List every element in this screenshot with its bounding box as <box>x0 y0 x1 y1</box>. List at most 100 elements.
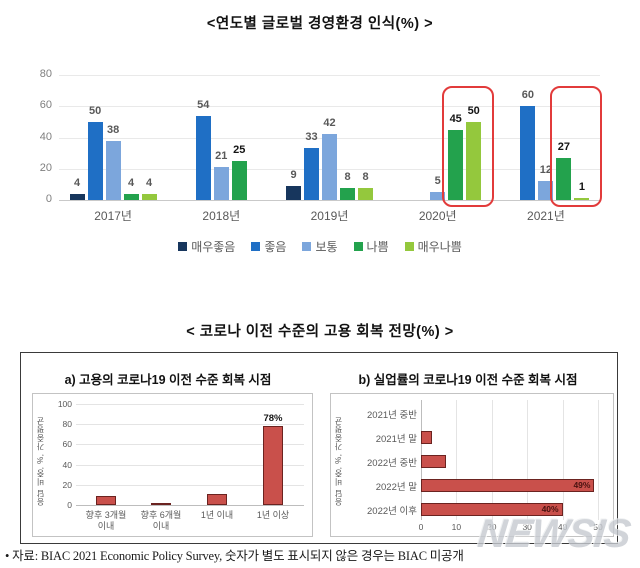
source-note: • 자료: BIAC 2021 Economic Policy Survey, … <box>5 549 464 563</box>
bar <box>421 478 595 492</box>
x-axis-tick-label: 20 <box>487 522 497 532</box>
gridline <box>76 484 304 486</box>
gridline <box>527 400 529 520</box>
y-axis-tick-label: 100 <box>57 399 72 409</box>
bar-value-label: 25 <box>233 143 246 156</box>
bar-value-label: 12 <box>539 164 553 177</box>
bar <box>421 454 446 468</box>
x-axis-category-label: 2019년 <box>310 209 349 223</box>
bar-매우나쁨 <box>358 187 373 200</box>
bar-매우좋음 <box>286 185 301 200</box>
bar-value-label: 4 <box>74 176 81 189</box>
x-axis-category-label: 2020년 <box>418 209 457 223</box>
bar-나쁨 <box>448 129 464 200</box>
bar-value-label: 54 <box>197 98 210 111</box>
bar-매우나쁨 <box>466 121 482 200</box>
bar-value-label: 50 <box>467 104 480 117</box>
y-axis-tick-label: 60 <box>62 439 72 450</box>
bar <box>207 493 227 505</box>
legend-label: 나쁨 <box>366 240 389 254</box>
bar <box>96 495 116 505</box>
y-axis-category-label: 2022년 중반 <box>367 458 417 469</box>
bar-value-label: 1 <box>578 181 585 194</box>
y-axis-tick-label: 0 <box>45 193 52 205</box>
y-axis-tick-label: 0 <box>67 500 72 510</box>
bar-value-label: 8 <box>344 170 351 183</box>
legend-marker <box>404 242 414 251</box>
x-axis-tick-label: 40 <box>557 522 568 532</box>
bar-value-label: 78% <box>263 413 283 425</box>
x-axis-category-label: 2017년 <box>94 209 132 223</box>
highlight-box <box>441 86 494 207</box>
legend-marker <box>251 242 261 251</box>
bar <box>151 502 171 505</box>
legend-item-좋음: 좋음 <box>251 238 286 255</box>
x-axis-category-label: 향후 6개월 이내 <box>140 510 182 531</box>
y-axis-tick-label: 20 <box>39 161 52 174</box>
gridline <box>59 106 600 108</box>
unemployment-recovery-chart: 응답 비중, %, 가중평균 0 10 20 30 40 50 2021년 중반 2021년 말… <box>330 393 614 537</box>
gridline <box>598 400 599 520</box>
bar-value-label: 27 <box>557 140 571 153</box>
legend-label: 보통 <box>315 240 338 254</box>
y-axis-category-label: 2021년 말 <box>375 434 417 445</box>
gridline <box>76 424 304 426</box>
bar-value-label: 5 <box>434 175 441 188</box>
legend-label: 좋음 <box>264 240 287 254</box>
x-axis-category-label: 2021년 <box>527 209 565 223</box>
x-axis-category-label: 향후 3개월 이내 <box>85 510 127 531</box>
bar-나쁨 <box>231 160 247 200</box>
bar-좋음 <box>520 106 536 200</box>
bar-좋음 <box>87 121 103 200</box>
gridline <box>562 400 564 520</box>
gridline <box>76 444 304 446</box>
y-axis-tick-label: 40 <box>39 130 52 143</box>
bar-보통 <box>538 181 554 200</box>
bar-value-label: 33 <box>305 131 318 144</box>
legend-item-매우나쁨: 매우나쁨 <box>404 238 462 255</box>
bar-좋음 <box>195 115 211 200</box>
bar-value-label: 50 <box>88 104 102 117</box>
employment-recovery-chart: 응답 비중, %, 가중평균 0 20 40 60 80 100 향후 3개월 이내 향후 6개… <box>32 393 313 537</box>
bar-나쁨 <box>556 157 572 200</box>
bar-value-label: 4 <box>146 176 153 189</box>
bar-value-label: 60 <box>521 89 535 102</box>
legend-marker <box>302 242 312 251</box>
x-axis-category-label: 1년 이내 <box>200 510 234 520</box>
bar-매우나쁨 <box>141 193 157 200</box>
x-axis-tick-label: 0 <box>418 522 424 532</box>
bar-value-label: 8 <box>362 170 369 183</box>
y-axis-tick-label: 80 <box>62 419 72 430</box>
gridline <box>59 75 600 76</box>
bar-value-label: 40% <box>541 504 559 514</box>
legend-item-나쁨: 나쁨 <box>353 238 389 255</box>
bar-나쁨 <box>340 187 355 200</box>
y-axis-tick-label: 40 <box>62 459 72 470</box>
bar-나쁨 <box>123 193 139 200</box>
top-chart-title: <연도별 글로벌 경영환경 인식(%) > <box>206 16 434 32</box>
legend-item-매우좋음: 매우좋음 <box>178 238 235 255</box>
bottom-section-title: < 코로나 이전 수준의 고용 회복 전망(%) > <box>186 324 454 340</box>
bar-보통 <box>430 192 446 200</box>
legend-label: 매우나쁨 <box>417 240 462 254</box>
bar-value-label: 49% <box>573 480 591 490</box>
legend-marker <box>353 242 363 251</box>
chart-a-title: a) 고용의 코로나19 이전 수준 회복 시점 <box>64 373 272 387</box>
highlight-box <box>549 86 602 207</box>
bar-value-label: 9 <box>290 168 297 181</box>
y-axis-tick-label: 20 <box>62 479 72 490</box>
legend-marker <box>178 242 188 251</box>
x-axis-tick-label: 50 <box>593 522 603 532</box>
gridline <box>456 400 458 520</box>
y-axis-category-label: 2022년 이후 <box>367 506 417 517</box>
bar-value-label: 42 <box>323 117 336 130</box>
chart-b-title: b) 실업률의 코로나19 이전 수준 회복 시점 <box>358 373 578 387</box>
gridline <box>491 400 493 520</box>
newsis-watermark: NEWSIS <box>475 512 633 556</box>
bar-보통 <box>213 167 229 200</box>
bar-좋음 <box>304 148 319 200</box>
bar-value-label: 21 <box>215 150 228 163</box>
bar-value-label: 45 <box>449 112 462 125</box>
y-axis-category-label: 2021년 중반 <box>367 410 417 421</box>
